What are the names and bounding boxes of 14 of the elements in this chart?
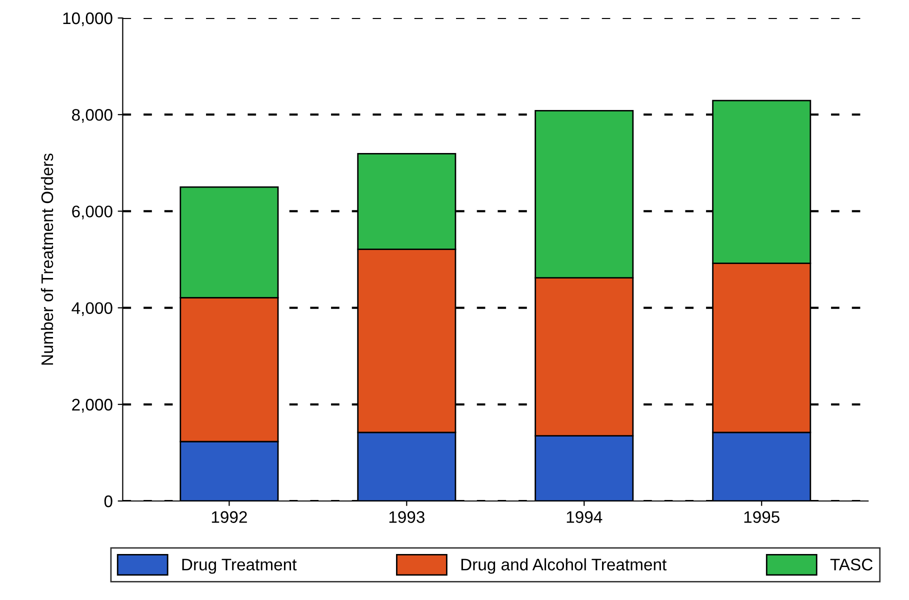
x-tick-label: 1992 [212,511,247,523]
legend-label: Drug and Alcohol Treatment [461,558,667,574]
y-tick-label: 2,000 [72,398,112,413]
y-tick-label: 6,000 [72,206,112,220]
y-tick-label: 10,000 [63,12,112,26]
x-tick-label: 1994 [566,511,602,523]
y-axis-title: Number of Treatment Orders [40,154,54,365]
y-tick-label: 8,000 [72,109,112,123]
legend-label: TASC [830,558,873,570]
y-tick-label: 0 [104,495,112,508]
legend-label: Drug Treatment [182,558,297,574]
x-tick-label: 1995 [744,511,780,523]
x-tick-label: 1993 [389,511,424,523]
y-tick-label: 4,000 [72,302,112,316]
